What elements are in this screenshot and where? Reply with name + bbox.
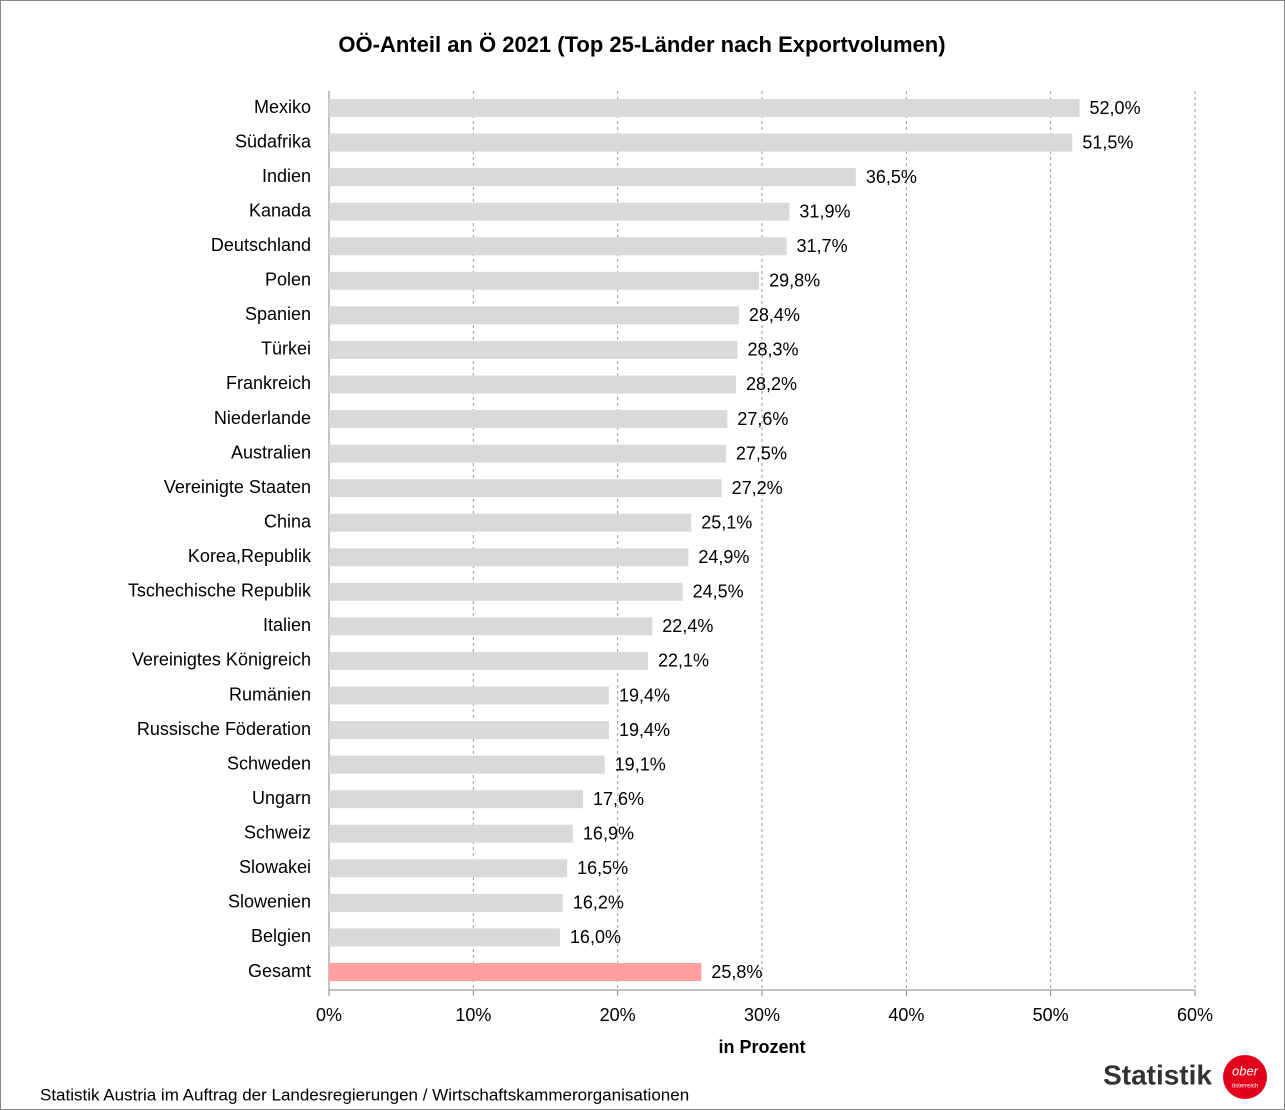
y-tick-label: Indien (262, 166, 311, 186)
bar (329, 237, 787, 256)
x-tick-label: 20% (600, 1005, 636, 1025)
y-tick-label: Vereinigte Staaten (164, 477, 311, 497)
y-tick-label: Australien (231, 442, 311, 462)
value-label: 22,1% (658, 651, 709, 671)
y-tick-label: Ungarn (252, 788, 311, 808)
y-tick-label: Belgien (251, 926, 311, 946)
x-tick-label: 10% (455, 1005, 491, 1025)
badge-top: ober (1232, 1063, 1259, 1078)
y-tick-label: Schweden (227, 753, 311, 773)
value-label: 19,4% (619, 685, 670, 705)
value-label: 52,0% (1090, 98, 1141, 118)
y-tick-label: Kanada (249, 200, 312, 220)
y-tick-label: Gesamt (248, 961, 311, 981)
y-tick-label: Mexiko (254, 97, 311, 117)
value-label: 27,5% (736, 443, 787, 463)
value-label: 16,5% (577, 858, 628, 878)
bar (329, 755, 605, 774)
y-tick-label: Polen (265, 270, 311, 290)
value-label: 28,2% (746, 374, 797, 394)
bar (329, 651, 648, 670)
value-label: 25,1% (701, 512, 752, 532)
value-label: 16,2% (573, 893, 624, 913)
value-label: 31,9% (799, 201, 850, 221)
y-tick-label: Slowakei (239, 857, 311, 877)
bar (329, 479, 722, 498)
value-label: 27,6% (737, 409, 788, 429)
bar (329, 859, 568, 878)
y-tick-label: China (264, 511, 312, 531)
y-tick-label: Slowenien (228, 892, 311, 912)
value-label: 36,5% (866, 167, 917, 187)
y-tick-label: Russische Föderation (137, 719, 311, 739)
value-label: 27,2% (732, 478, 783, 498)
value-label: 29,8% (769, 271, 820, 291)
bar (329, 548, 689, 567)
value-label: 19,1% (615, 754, 666, 774)
x-axis-label: in Prozent (718, 1037, 805, 1057)
bar (329, 133, 1073, 152)
bar (329, 824, 573, 843)
bar (329, 340, 738, 359)
logo-text: Statistik (1103, 1059, 1212, 1090)
value-label: 31,7% (797, 236, 848, 256)
bar (329, 271, 760, 290)
bar (329, 963, 702, 981)
value-label: 22,4% (662, 616, 713, 636)
bar (329, 375, 737, 394)
x-tick-label: 0% (316, 1005, 342, 1025)
value-label: 16,0% (570, 927, 621, 947)
badge-bottom: österreich (1232, 1084, 1258, 1090)
y-tick-label: Niederlande (214, 408, 311, 428)
bar (329, 790, 584, 809)
source: Statistik Austria im Auftrag der Landesr… (40, 1085, 689, 1104)
y-tick-label: Tschechische Republik (128, 581, 312, 601)
value-label: 24,9% (698, 547, 749, 567)
bar (329, 928, 560, 947)
y-tick-label: Korea,Republik (188, 546, 312, 566)
bar (329, 513, 692, 532)
y-tick-label: Rumänien (229, 684, 311, 704)
y-tick-label: Spanien (245, 304, 311, 324)
y-tick-label: Schweiz (244, 823, 311, 843)
y-tick-label: Italien (263, 615, 311, 635)
value-label: 19,4% (619, 720, 670, 740)
y-tick-label: Frankreich (226, 373, 311, 393)
bar (329, 444, 726, 463)
x-tick-label: 40% (888, 1005, 924, 1025)
value-label: 17,6% (593, 789, 644, 809)
bar (329, 893, 563, 912)
bar (329, 168, 856, 187)
bar (329, 99, 1080, 117)
bar (329, 617, 653, 636)
bar (329, 410, 728, 429)
y-tick-label: Südafrika (235, 131, 312, 151)
y-tick-label: Vereinigtes Königreich (132, 650, 311, 670)
bar (329, 686, 610, 705)
chart-title: OÖ-Anteil an Ö 2021 (Top 25-Länder nach … (338, 32, 945, 57)
y-tick-label: Türkei (261, 339, 311, 359)
x-tick-label: 30% (744, 1005, 780, 1025)
bar (329, 582, 683, 601)
x-tick-label: 50% (1033, 1005, 1069, 1025)
value-label: 28,4% (749, 305, 800, 325)
value-label: 25,8% (711, 962, 762, 982)
bar (329, 202, 790, 221)
bar (329, 721, 610, 740)
logo-badge (1223, 1055, 1267, 1099)
y-tick-label: Deutschland (211, 235, 311, 255)
value-label: 51,5% (1082, 132, 1133, 152)
value-label: 16,9% (583, 824, 634, 844)
value-label: 24,5% (693, 582, 744, 602)
x-tick-label: 60% (1177, 1005, 1213, 1025)
bar (329, 306, 739, 325)
value-label: 28,3% (747, 340, 798, 360)
